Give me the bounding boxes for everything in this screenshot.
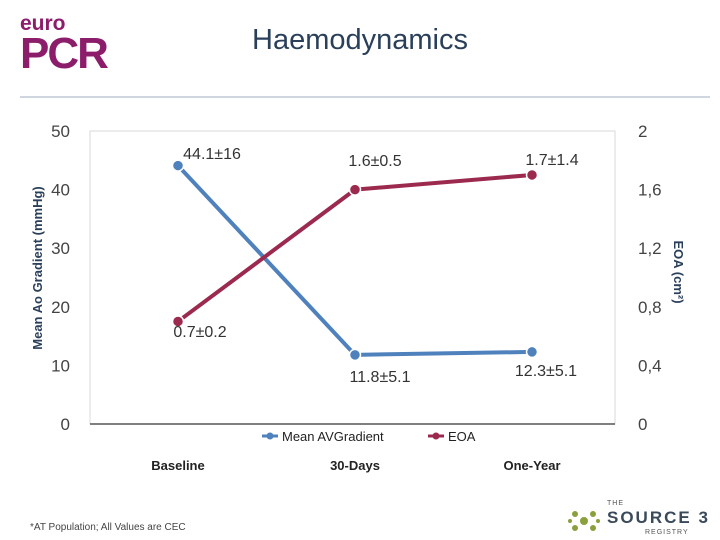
slide-title: Haemodynamics <box>252 24 468 56</box>
x-category-label: 30-Days <box>330 458 380 473</box>
x-category-label: One-Year <box>503 458 560 473</box>
registry-the-text: THE <box>607 500 624 507</box>
y-tick-label: 50 <box>51 122 70 141</box>
eoa-data-label: 0.7±0.2 <box>173 324 226 341</box>
y-tick-label: 0 <box>61 415 70 434</box>
y2-tick-label: 0,8 <box>638 298 662 317</box>
registry-mark-icon <box>568 511 600 531</box>
y2-tick-label: 1,2 <box>638 239 662 258</box>
y-axis-title: Mean Ao Gradient (mmHg) <box>30 186 45 349</box>
europcr-logo: euro PCR <box>20 12 109 78</box>
title-divider <box>20 96 710 98</box>
y2-tick-label: 0,4 <box>638 356 662 375</box>
y-tick-label: 10 <box>51 356 70 375</box>
source3-registry-logo: THE SOURCE 3 REGISTRY <box>565 500 715 540</box>
legend-label: Mean AVGradient <box>282 429 384 444</box>
x-category-label: Baseline <box>151 458 204 473</box>
eoa-data-label: 1.6±0.5 <box>348 153 401 170</box>
logo-pcr-text: PCR <box>20 29 109 78</box>
y2-tick-label: 2 <box>638 122 647 141</box>
y2-tick-label: 0 <box>638 415 647 434</box>
eoa-data-label: 1.7±1.4 <box>525 152 578 169</box>
eoa-series-line <box>176 172 533 324</box>
eoa-data-point <box>348 183 362 196</box>
y-tick-label: 20 <box>51 298 70 317</box>
gradient-data-label: 44.1±16 <box>183 146 241 163</box>
y2-axis-title: EOA (cm²) <box>671 240 686 303</box>
eoa-data-point <box>171 315 185 328</box>
legend-label: EOA <box>448 429 476 444</box>
gradient-data-point <box>171 159 185 172</box>
registry-sub-text: REGISTRY <box>645 529 689 536</box>
legend-swatch-marker <box>266 432 274 440</box>
logo-euro-text: euro <box>20 12 66 35</box>
gradient-data-point <box>525 345 539 359</box>
eoa-data-point <box>525 168 539 182</box>
registry-name-text: SOURCE 3 <box>607 508 710 527</box>
y-tick-label: 30 <box>51 239 70 258</box>
gradient-data-label: 12.3±5.1 <box>515 363 577 380</box>
gradient-data-point <box>348 348 362 362</box>
footnote: *AT Population; All Values are CEC <box>30 522 186 533</box>
gradient-data-label: 11.8±5.1 <box>350 369 411 386</box>
y2-tick-label: 1,6 <box>638 181 662 200</box>
y-tick-label: 40 <box>51 181 70 200</box>
legend-swatch-marker <box>432 432 440 440</box>
